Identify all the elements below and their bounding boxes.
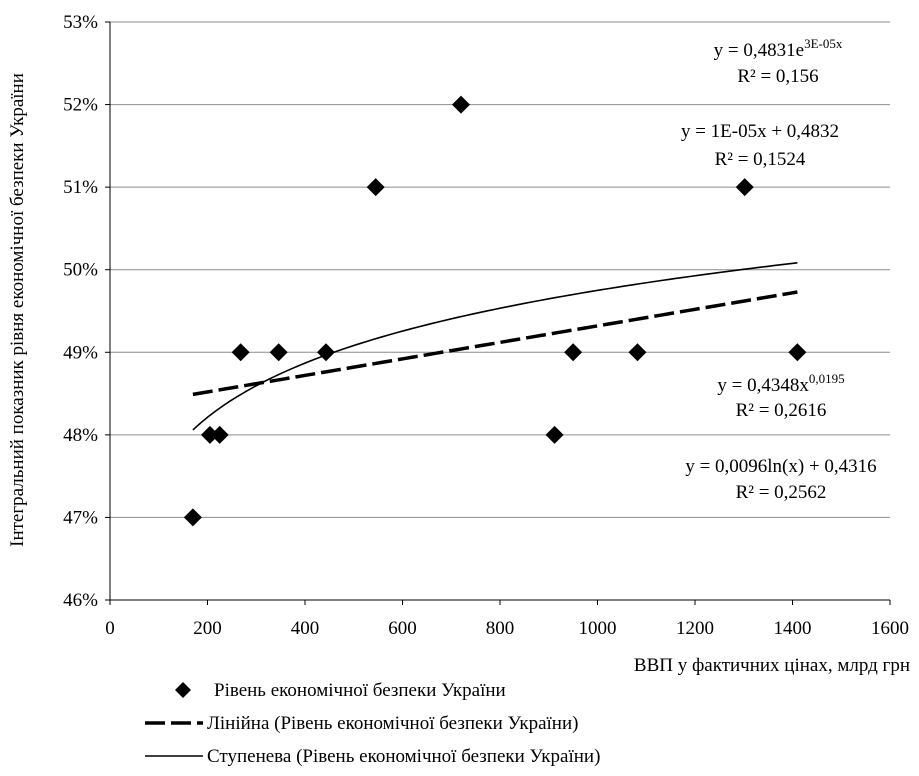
- y-tick-label: 51%: [63, 177, 98, 198]
- trendline-equation: y = 0,4831e3E-05x: [714, 36, 843, 61]
- data-point: [545, 425, 564, 444]
- data-point: [183, 508, 202, 527]
- y-tick-labels: 46% 47% 48% 49% 50% 51% 52% 53%: [63, 12, 98, 611]
- data-point: [452, 95, 470, 114]
- x-tick-label: 200: [193, 618, 222, 639]
- trendline-equation: y = 0,0096ln(x) + 0,4316: [685, 456, 876, 477]
- x-tick-label: 1000: [579, 618, 617, 639]
- data-point: [316, 343, 335, 362]
- data-point: [628, 343, 647, 362]
- linear-trendline: [192, 290, 798, 397]
- y-tick-label: 53%: [63, 12, 98, 33]
- trendlines: [192, 261, 798, 431]
- y-tick-label: 50%: [63, 260, 98, 281]
- data-point: [210, 425, 229, 444]
- trendline-equations: y = 0,4831e3E-05x R² = 0,156 y = 1E-05x + …: [681, 36, 877, 503]
- data-point: [200, 425, 219, 444]
- y-axis-label: Інтегральний показник рівня економічної …: [7, 73, 28, 547]
- r-squared-label: R² = 0,2562: [736, 482, 827, 503]
- grid-lines: [110, 21, 890, 518]
- data-point: [366, 178, 385, 197]
- y-tick-label: 47%: [63, 507, 98, 528]
- legend-diamond-marker: [175, 682, 191, 698]
- y-tick-label: 46%: [63, 590, 98, 611]
- r-squared-label: R² = 0,2616: [736, 400, 827, 421]
- x-tick-labels: 0 200 400 600 800 1000 1200 1400 1600: [105, 618, 909, 639]
- data-point: [735, 178, 754, 197]
- y-tick-label: 49%: [63, 342, 98, 363]
- x-tick-label: 400: [291, 618, 320, 639]
- legend-label-linear: Лінійна (Рівень економічної безпеки Укра…: [207, 713, 578, 734]
- x-axis-label: ВВП у фактичних цінах, млрд грн: [634, 655, 910, 676]
- axes: [105, 21, 891, 605]
- r-squared-label: R² = 0,156: [737, 66, 818, 87]
- data-point: [564, 343, 583, 362]
- legend-label-power: Ступенева (Рівень економічної безпеки Ук…: [207, 746, 600, 767]
- x-tick-label: 1400: [774, 618, 812, 639]
- trendline-equation: y = 0,4348x0,0195: [717, 371, 844, 396]
- power-trendline: [192, 261, 798, 431]
- data-point: [788, 343, 807, 362]
- legend: Рівень економічної безпеки України Ліній…: [145, 680, 600, 767]
- trendline-equation: y = 1E-05x + 0,4832: [681, 121, 839, 142]
- data-point: [231, 343, 250, 362]
- r-squared-label: R² = 0,1524: [715, 149, 806, 170]
- x-tick-label: 600: [388, 618, 417, 639]
- y-tick-label: 52%: [63, 95, 98, 116]
- data-points: [183, 95, 807, 527]
- y-tick-label: 48%: [63, 425, 98, 446]
- x-tick-label: 0: [105, 618, 115, 639]
- legend-label-points: Рівень економічної безпеки України: [214, 680, 506, 701]
- x-tick-label: 800: [486, 618, 515, 639]
- x-tick-label: 1600: [871, 618, 909, 639]
- x-tick-label: 1200: [676, 618, 714, 639]
- data-point: [269, 343, 288, 362]
